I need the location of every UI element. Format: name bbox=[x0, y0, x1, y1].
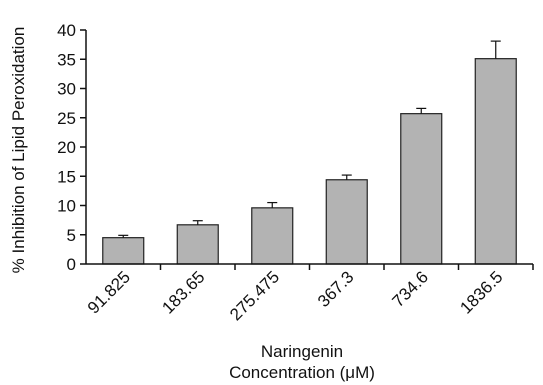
error-bars-group bbox=[118, 40, 501, 238]
y-axis-title: % Inhibition of Lipid Peroxidation bbox=[9, 27, 28, 274]
bars-group bbox=[102, 58, 517, 265]
x-tick-label: 734.6 bbox=[389, 267, 433, 311]
axes-group bbox=[85, 30, 533, 265]
y-tick-label: 35 bbox=[57, 50, 76, 69]
y-tick-label: 5 bbox=[67, 226, 76, 245]
x-tick-label: 1836.5 bbox=[456, 267, 506, 317]
y-tick-label: 15 bbox=[57, 167, 76, 186]
bar bbox=[251, 207, 294, 265]
y-tick-label: 25 bbox=[57, 109, 76, 128]
bar bbox=[102, 237, 145, 265]
y-tick-label: 20 bbox=[57, 138, 76, 157]
x-tick-label: 275.475 bbox=[226, 267, 283, 324]
x-tick-label: 91.825 bbox=[84, 267, 134, 317]
x-ticks-group: 91.825 183.65 275.475 367.3 734.6 1836.5 bbox=[84, 264, 534, 324]
bar bbox=[325, 179, 368, 265]
x-axis-title-line-1: Naringenin bbox=[261, 342, 343, 361]
y-tick-label: 30 bbox=[57, 80, 76, 99]
y-ticks-group: 0 5 10 15 20 25 30 35 40 bbox=[57, 21, 86, 274]
bar bbox=[176, 224, 219, 265]
y-tick-label: 10 bbox=[57, 197, 76, 216]
bar bbox=[400, 113, 443, 265]
y-tick-label: 40 bbox=[57, 21, 76, 40]
bar bbox=[474, 58, 517, 265]
x-tick-label: 367.3 bbox=[314, 267, 358, 311]
x-axis-title-line-2: Concentration (μM) bbox=[229, 363, 375, 382]
x-tick-label: 183.65 bbox=[158, 267, 208, 317]
y-tick-label: 0 bbox=[67, 255, 76, 274]
